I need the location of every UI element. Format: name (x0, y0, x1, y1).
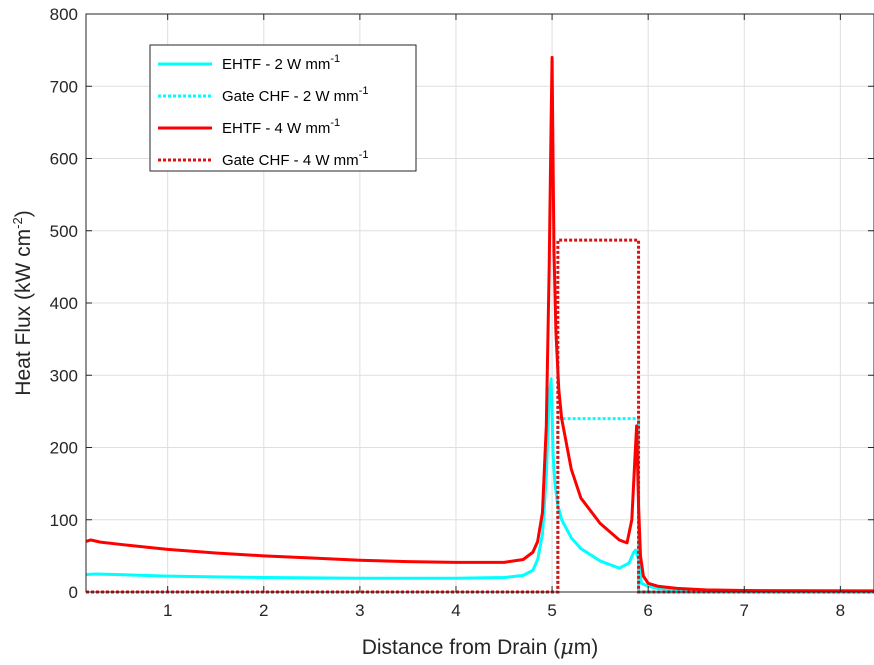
y-tick-label: 300 (50, 366, 78, 385)
y-tick-label: 100 (50, 511, 78, 530)
legend-box (149, 44, 417, 172)
x-tick-label: 4 (451, 601, 460, 620)
y-tick-label: 700 (50, 77, 78, 96)
x-tick-label: 6 (643, 601, 652, 620)
y-tick-label: 400 (50, 294, 78, 313)
x-tick-label: 1 (163, 601, 172, 620)
legend-label: Gate CHF - 4 W mm-1 (222, 149, 368, 169)
series-line (85, 55, 874, 593)
x-tick-label: 8 (836, 601, 845, 620)
legend-label: Gate CHF - 2 W mm-1 (222, 85, 368, 105)
legend-label: EHTF - 4 W mm-1 (222, 117, 340, 137)
y-tick-label: 0 (69, 583, 78, 602)
x-tick-label: 5 (547, 601, 556, 620)
legend-label: EHTF - 2 W mm-1 (222, 53, 340, 73)
series-line (85, 377, 874, 593)
axes (85, 13, 874, 593)
y-tick-label: 600 (50, 150, 78, 169)
tick-labels: 1 2 3 4 5 6 7 8 0 100 200 300 400 500 600 700 800 (50, 5, 845, 620)
y-tick-label: 800 (50, 5, 78, 24)
y-axis-title: Heat Flux (kW cm-2) (10, 210, 35, 395)
legend: EHTF - 2 W mm-1 Gate CHF - 2 W mm-1 EHTF -… (149, 44, 417, 172)
x-tick-label: 3 (355, 601, 364, 620)
x-tick-label: 7 (740, 601, 749, 620)
x-tick-label: 2 (259, 601, 268, 620)
y-tick-label: 200 (50, 439, 78, 458)
y-tick-label: 500 (50, 222, 78, 241)
series-line (86, 417, 874, 594)
x-axis-title: Distance from Drain (μm) (362, 635, 599, 659)
